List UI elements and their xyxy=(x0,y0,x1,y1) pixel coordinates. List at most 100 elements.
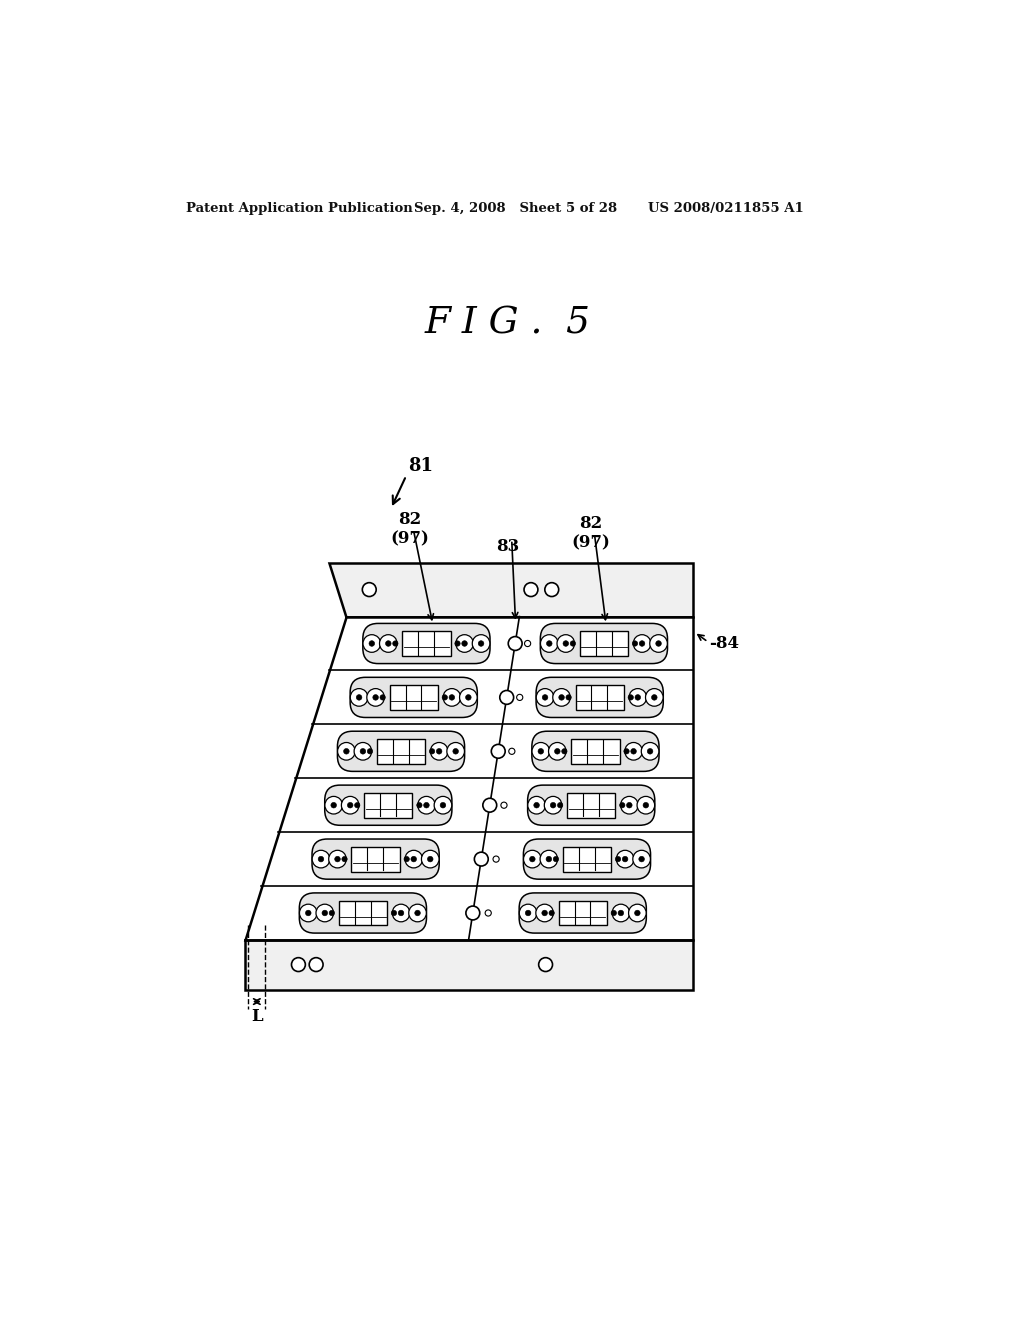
Circle shape xyxy=(309,958,323,972)
Circle shape xyxy=(543,694,548,700)
Circle shape xyxy=(429,748,435,754)
FancyBboxPatch shape xyxy=(523,840,650,879)
Circle shape xyxy=(624,748,629,754)
FancyBboxPatch shape xyxy=(519,892,646,933)
FancyBboxPatch shape xyxy=(580,631,628,656)
Circle shape xyxy=(373,694,379,700)
Circle shape xyxy=(474,853,488,866)
Circle shape xyxy=(549,742,566,760)
FancyBboxPatch shape xyxy=(365,793,413,817)
Circle shape xyxy=(344,748,349,754)
Circle shape xyxy=(501,803,507,808)
Circle shape xyxy=(628,694,634,700)
Circle shape xyxy=(422,850,439,869)
Circle shape xyxy=(305,911,311,916)
Circle shape xyxy=(391,911,396,916)
Circle shape xyxy=(331,803,337,808)
Circle shape xyxy=(629,904,646,921)
Circle shape xyxy=(562,748,567,754)
Circle shape xyxy=(493,857,499,862)
Circle shape xyxy=(341,796,359,814)
Circle shape xyxy=(292,958,305,972)
Circle shape xyxy=(367,689,384,706)
Circle shape xyxy=(404,850,423,869)
Circle shape xyxy=(550,803,556,808)
Circle shape xyxy=(342,857,347,862)
Circle shape xyxy=(639,857,644,862)
Circle shape xyxy=(500,690,514,705)
Circle shape xyxy=(299,904,317,921)
Circle shape xyxy=(430,742,447,760)
FancyBboxPatch shape xyxy=(299,892,426,933)
Text: Patent Application Publication: Patent Application Publication xyxy=(186,202,413,215)
Circle shape xyxy=(329,911,335,916)
Circle shape xyxy=(409,904,426,921)
Circle shape xyxy=(629,689,646,706)
Circle shape xyxy=(553,689,570,706)
FancyBboxPatch shape xyxy=(541,623,668,664)
Circle shape xyxy=(525,911,530,916)
Circle shape xyxy=(380,635,397,652)
Circle shape xyxy=(424,803,429,808)
Circle shape xyxy=(453,748,459,754)
Polygon shape xyxy=(245,940,692,990)
Circle shape xyxy=(517,694,523,701)
Circle shape xyxy=(633,850,650,869)
Circle shape xyxy=(338,742,355,760)
Polygon shape xyxy=(245,616,692,940)
Circle shape xyxy=(329,850,346,869)
Circle shape xyxy=(635,911,640,916)
Text: 82
(97): 82 (97) xyxy=(390,511,429,548)
Circle shape xyxy=(537,689,554,706)
Circle shape xyxy=(347,803,353,808)
Circle shape xyxy=(369,640,375,647)
Circle shape xyxy=(335,857,340,862)
Circle shape xyxy=(633,635,651,652)
Circle shape xyxy=(392,640,398,647)
Circle shape xyxy=(529,857,536,862)
Circle shape xyxy=(460,689,477,706)
FancyBboxPatch shape xyxy=(351,846,399,871)
FancyBboxPatch shape xyxy=(575,685,624,710)
Circle shape xyxy=(555,748,560,754)
Circle shape xyxy=(621,796,638,814)
Text: 83: 83 xyxy=(497,539,519,554)
Circle shape xyxy=(547,640,552,647)
Circle shape xyxy=(620,803,625,808)
Circle shape xyxy=(625,742,642,760)
Circle shape xyxy=(316,904,334,921)
Circle shape xyxy=(442,694,447,700)
Circle shape xyxy=(618,911,624,916)
Circle shape xyxy=(411,857,417,862)
Circle shape xyxy=(566,694,571,700)
Circle shape xyxy=(404,857,410,862)
Circle shape xyxy=(350,689,368,706)
FancyBboxPatch shape xyxy=(527,785,654,825)
Circle shape xyxy=(553,857,559,862)
Circle shape xyxy=(398,911,403,916)
Circle shape xyxy=(427,857,433,862)
Circle shape xyxy=(524,640,530,647)
Circle shape xyxy=(362,635,381,652)
Circle shape xyxy=(325,796,342,814)
FancyBboxPatch shape xyxy=(339,900,387,925)
Circle shape xyxy=(322,911,328,916)
Circle shape xyxy=(492,744,505,758)
Circle shape xyxy=(534,803,540,808)
Text: US 2008/0211855 A1: US 2008/0211855 A1 xyxy=(648,202,804,215)
Circle shape xyxy=(570,640,575,647)
Text: Sep. 4, 2008   Sheet 5 of 28: Sep. 4, 2008 Sheet 5 of 28 xyxy=(414,202,617,215)
Circle shape xyxy=(455,640,460,647)
Circle shape xyxy=(616,850,634,869)
FancyBboxPatch shape xyxy=(537,677,664,718)
Circle shape xyxy=(524,582,538,597)
Circle shape xyxy=(446,742,465,760)
Circle shape xyxy=(354,742,372,760)
Circle shape xyxy=(312,850,330,869)
Circle shape xyxy=(542,911,548,916)
Circle shape xyxy=(519,904,537,921)
Circle shape xyxy=(557,635,574,652)
Circle shape xyxy=(563,640,568,647)
Circle shape xyxy=(650,635,668,652)
Circle shape xyxy=(450,694,455,700)
